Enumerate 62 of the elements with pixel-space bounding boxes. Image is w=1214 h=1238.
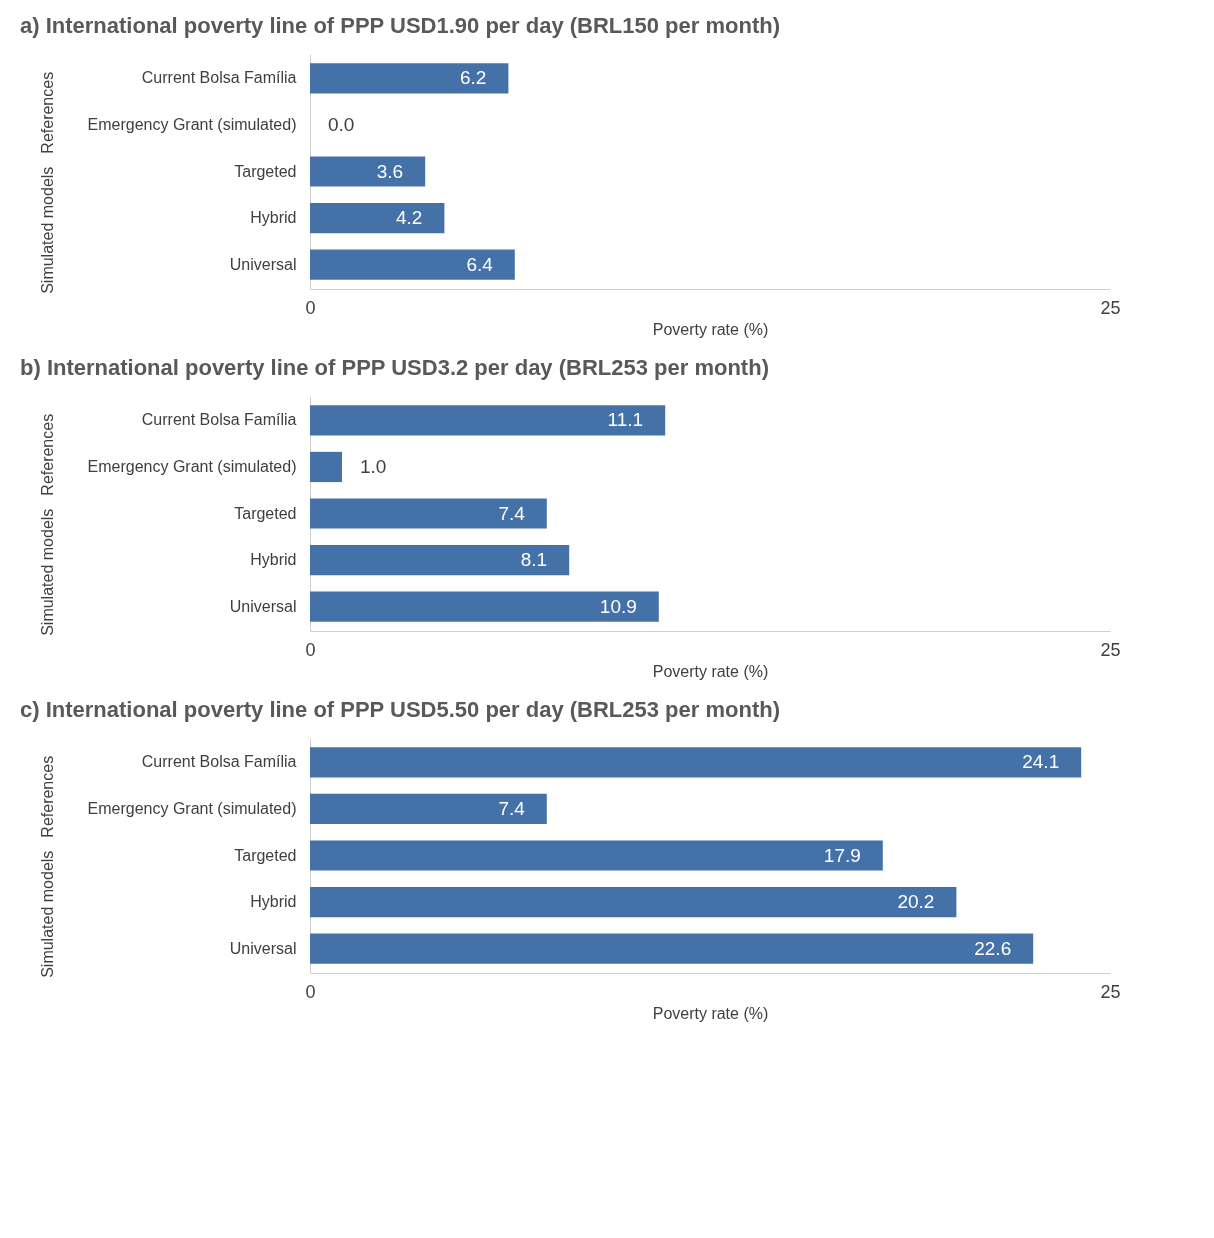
y-tick-label: Emergency Grant (simulated) [87, 115, 297, 133]
bar [310, 793, 547, 825]
y-tick-label: Universal [229, 597, 297, 615]
bar [310, 451, 342, 483]
y-tick-label: Universal [229, 255, 297, 273]
text: Simulated models [39, 850, 56, 978]
y-tick-label: Targeted [234, 846, 297, 864]
data-label: 10.9 [599, 595, 637, 617]
x-tick-label: 25 [1100, 297, 1121, 318]
x-tick-label: 0 [305, 981, 316, 1002]
y-tick-label: Targeted [234, 162, 297, 180]
text: Simulated models [39, 508, 56, 636]
bar [310, 498, 547, 529]
y-tick-label: Hybrid [250, 209, 297, 227]
y-tick-label: Hybrid [250, 893, 297, 911]
chart-title: b) International poverty line of PPP USD3.2 per day (BRL253 per month) [20, 355, 769, 380]
data-label: 20.2 [897, 891, 935, 913]
data-label: 0.0 [328, 113, 355, 135]
data-label: 6.2 [459, 67, 487, 89]
x-axis-title: Poverty rate (%) [652, 662, 769, 680]
y-tick-label: Hybrid [250, 551, 297, 569]
text: Simulated models [39, 166, 56, 294]
data-label: 7.4 [498, 797, 526, 819]
y-tick-label: Emergency Grant (simulated) [87, 799, 297, 817]
text: References [39, 71, 56, 154]
x-tick-label: 25 [1100, 981, 1121, 1002]
bar [310, 933, 1034, 964]
y-tick-label: Emergency Grant (simulated) [87, 457, 297, 475]
data-label: 17.9 [823, 844, 861, 866]
y-tick-label: Targeted [234, 504, 297, 522]
chart-title: c) International poverty line of PPP USD5.50 per day (BRL253 per month) [20, 697, 780, 722]
data-label: 11.1 [607, 409, 644, 431]
x-axis-title: Poverty rate (%) [652, 320, 769, 338]
data-label: 3.6 [376, 160, 404, 182]
data-label: 6.4 [466, 253, 494, 275]
bar [310, 747, 1082, 778]
y-tick-label: Current Bolsa Família [141, 411, 297, 429]
x-tick-label: 25 [1100, 639, 1121, 660]
bar [310, 886, 957, 918]
text: References [39, 413, 56, 496]
bar [310, 249, 515, 280]
bar [310, 840, 883, 871]
bar [310, 63, 509, 94]
text: References [39, 755, 56, 838]
data-label: 4.2 [395, 207, 423, 229]
bar [310, 591, 659, 622]
x-tick-label: 0 [305, 639, 316, 660]
y-tick-label: Universal [229, 939, 297, 957]
y-tick-label: Current Bolsa Família [141, 753, 297, 771]
data-label: 8.1 [520, 549, 548, 571]
bar [310, 202, 445, 234]
chart-title: a) International poverty line of PPP USD1.90 per day (BRL150 per month) [20, 13, 780, 38]
x-tick-label: 0 [305, 297, 316, 318]
bar [310, 405, 666, 436]
data-label: 24.1 [1022, 751, 1060, 773]
data-label: 22.6 [974, 937, 1012, 959]
y-tick-label: Current Bolsa Família [141, 69, 297, 87]
data-label: 1.0 [360, 455, 387, 477]
bar [310, 544, 570, 576]
x-axis-title: Poverty rate (%) [652, 1004, 769, 1022]
bar [310, 156, 426, 187]
data-label: 7.4 [498, 502, 526, 524]
